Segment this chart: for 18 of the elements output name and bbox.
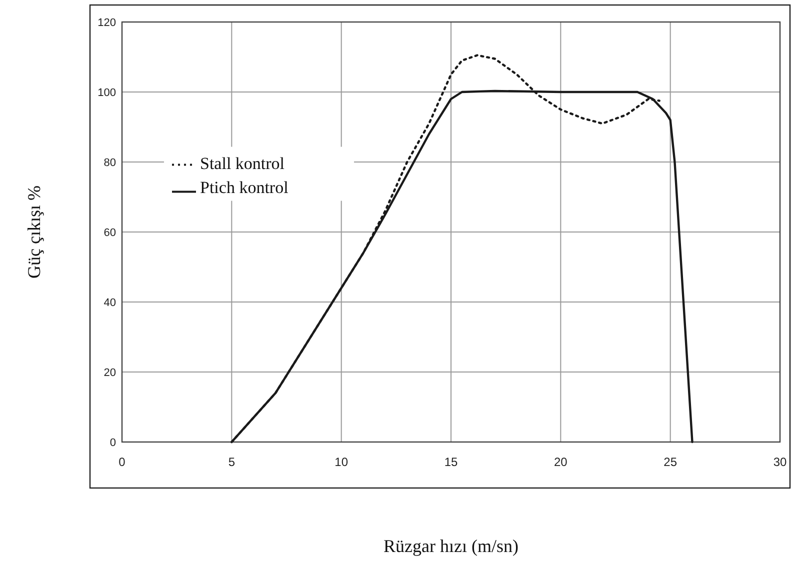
- x-tick-label: 20: [554, 455, 568, 469]
- x-tick-label: 0: [118, 455, 126, 469]
- y-tick-label: 0: [110, 437, 116, 449]
- x-tick-label: 5: [228, 455, 236, 469]
- x-tick-label: 15: [444, 455, 458, 469]
- y-tick-label: 20: [104, 367, 116, 379]
- y-axis-title: Güç çıkışı %: [24, 186, 44, 278]
- x-tick-label: 25: [664, 455, 678, 469]
- x-tick-label: 30: [773, 455, 787, 469]
- y-tick-label: 80: [104, 157, 116, 169]
- y-tick-label: 40: [104, 297, 116, 309]
- y-tick-label: 100: [98, 87, 116, 99]
- legend-label: Ptich kontrol: [200, 178, 289, 197]
- y-tick-label: 60: [104, 227, 116, 239]
- y-tick-label: 120: [98, 17, 116, 29]
- x-tick-label: 10: [334, 455, 348, 469]
- legend-label: Stall kontrol: [200, 154, 285, 173]
- x-axis-title: Rüzgar hızı (m/sn): [384, 536, 518, 556]
